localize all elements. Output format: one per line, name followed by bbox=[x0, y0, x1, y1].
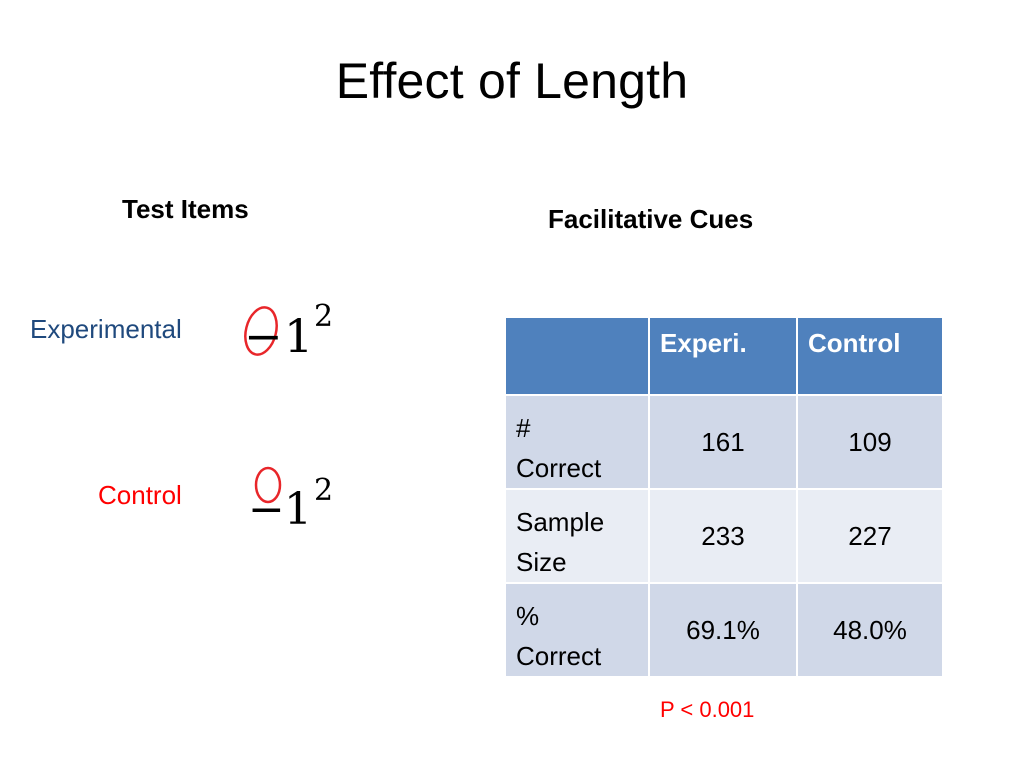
row-label-text: Sample Size bbox=[516, 507, 605, 577]
minus-sign: − bbox=[248, 484, 285, 532]
results-table: Experi. Control # Correct 161 109 Sample S… bbox=[504, 316, 944, 678]
row-label-percent-correct: % Correct bbox=[504, 582, 650, 678]
header-cell-control: Control bbox=[796, 316, 944, 396]
expression-base: 1 bbox=[284, 484, 312, 532]
row-label-sample-size: Sample Size bbox=[504, 488, 650, 584]
table-row: # Correct 161 109 bbox=[504, 394, 944, 490]
test-items-heading: Test Items bbox=[122, 194, 249, 224]
p-value-note: P < 0.001 bbox=[660, 697, 755, 722]
facilitative-cues-heading: Facilitative Cues bbox=[548, 204, 754, 234]
header-cell-experimental: Experi. bbox=[648, 316, 798, 396]
annotation-circle-icon bbox=[254, 466, 282, 504]
control-expression: − 1 2 bbox=[246, 462, 346, 532]
row-label-text: # Correct bbox=[516, 413, 602, 483]
slide-title: Effect of Length bbox=[335, 53, 689, 109]
control-label: Control bbox=[98, 480, 182, 510]
cell-value: 233 bbox=[648, 488, 798, 584]
expression-exponent: 2 bbox=[314, 299, 333, 334]
table-row: Sample Size 233 227 bbox=[504, 488, 944, 584]
expression-exponent: 2 bbox=[314, 473, 333, 508]
experimental-expression: − 1 2 bbox=[240, 292, 340, 362]
experimental-label: Experimental bbox=[30, 314, 182, 344]
annotation-circle-icon bbox=[244, 306, 278, 356]
experimental-expression-svg: − 1 2 bbox=[244, 299, 333, 362]
expression-base: 1 bbox=[284, 309, 313, 362]
cell-value: 227 bbox=[796, 488, 944, 584]
cell-value: 161 bbox=[648, 394, 798, 490]
header-cell-empty bbox=[504, 316, 650, 396]
table-row: % Correct 69.1% 48.0% bbox=[504, 582, 944, 678]
cell-value: 69.1% bbox=[648, 582, 798, 678]
cell-value: 109 bbox=[796, 394, 944, 490]
minus-sign: − bbox=[244, 309, 283, 362]
cell-value: 48.0% bbox=[796, 582, 944, 678]
row-label-correct: # Correct bbox=[504, 394, 650, 490]
table-header-row: Experi. Control bbox=[504, 316, 944, 396]
control-expression-svg: − 1 2 bbox=[248, 466, 333, 532]
row-label-text: % Correct bbox=[516, 601, 602, 671]
